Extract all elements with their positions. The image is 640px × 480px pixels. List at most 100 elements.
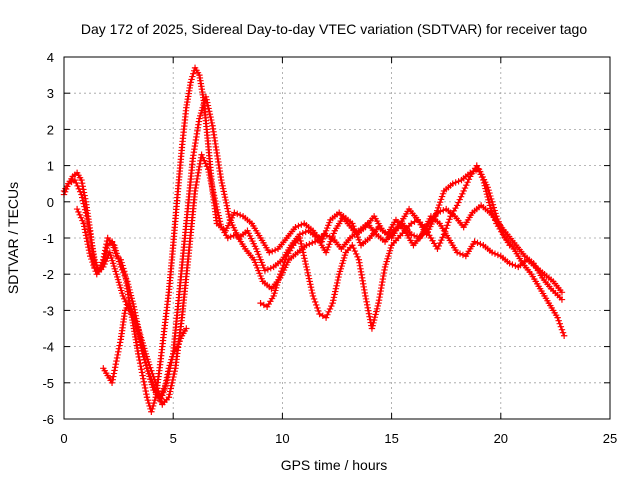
data-point-interp bbox=[140, 375, 147, 382]
data-point-interp bbox=[81, 223, 88, 230]
data-point-interp bbox=[203, 96, 210, 103]
data-point bbox=[320, 231, 328, 238]
data-point-interp bbox=[115, 258, 123, 265]
data-point-interp bbox=[108, 254, 115, 262]
data-point-interp bbox=[461, 184, 469, 192]
data-point-interp bbox=[332, 285, 340, 292]
data-point-interp bbox=[136, 338, 144, 345]
data-point-interp bbox=[74, 182, 81, 190]
data-point-interp bbox=[141, 381, 148, 389]
data-point-interp bbox=[439, 190, 447, 197]
data-point-interp bbox=[435, 242, 442, 250]
data-point-interp bbox=[166, 388, 174, 395]
data-point bbox=[296, 234, 304, 242]
data-point bbox=[434, 209, 441, 216]
data-point-interp bbox=[84, 218, 91, 226]
data-point bbox=[113, 271, 120, 278]
data-point bbox=[100, 263, 107, 271]
data-point-interp bbox=[314, 304, 321, 312]
data-point-interp bbox=[413, 233, 421, 240]
data-point-interp bbox=[115, 345, 123, 352]
data-point-interp bbox=[210, 192, 218, 199]
data-point-interp bbox=[254, 248, 261, 255]
data-point-interp bbox=[351, 225, 358, 233]
data-point-interp bbox=[163, 374, 171, 381]
data-point-interp bbox=[171, 368, 178, 375]
data-point-interp bbox=[308, 286, 315, 294]
data-point-interp bbox=[168, 382, 175, 389]
data-point-interp bbox=[127, 289, 134, 296]
data-point-interp bbox=[271, 246, 279, 254]
data-point bbox=[440, 231, 448, 238]
data-point-interp bbox=[488, 208, 496, 215]
data-point-interp bbox=[309, 289, 316, 297]
data-point-interp bbox=[114, 273, 121, 281]
data-point-interp bbox=[297, 240, 305, 247]
data-point-interp bbox=[275, 276, 282, 283]
data-point-interp bbox=[224, 205, 231, 212]
data-point-interp bbox=[170, 373, 177, 381]
data-point-interp bbox=[225, 211, 232, 218]
data-point-interp bbox=[365, 310, 373, 317]
data-point-interp bbox=[113, 250, 120, 257]
data-point bbox=[309, 292, 317, 300]
data-point-interp bbox=[221, 191, 228, 198]
data-point-interp bbox=[446, 216, 453, 223]
data-point-interp bbox=[436, 199, 444, 206]
data-point bbox=[558, 289, 566, 296]
data-point-interp bbox=[85, 221, 92, 229]
data-point-interp bbox=[90, 261, 97, 269]
data-point-interp bbox=[303, 266, 311, 274]
data-point-interp bbox=[114, 276, 122, 283]
data-point-interp bbox=[307, 281, 314, 288]
data-point-interp bbox=[214, 206, 221, 213]
data-point-interp bbox=[110, 370, 118, 377]
data-point-interp bbox=[369, 322, 376, 329]
data-point-interp bbox=[167, 359, 174, 366]
data-point-interp bbox=[141, 384, 149, 392]
data-point-interp bbox=[255, 251, 262, 258]
data-point-interp bbox=[77, 214, 85, 221]
data-point-interp bbox=[436, 239, 444, 247]
data-point-interp bbox=[115, 255, 122, 263]
data-point bbox=[257, 299, 264, 307]
data-point-interp bbox=[355, 236, 363, 244]
data-point-interp bbox=[385, 252, 392, 260]
data-point-interp bbox=[455, 178, 462, 185]
data-point-interp bbox=[438, 236, 445, 244]
data-point-interp bbox=[75, 208, 82, 216]
data-point-interp bbox=[91, 264, 98, 272]
data-point-interp bbox=[143, 390, 150, 398]
data-point-interp bbox=[149, 378, 156, 386]
data-point-interp bbox=[116, 342, 123, 349]
data-point-interp bbox=[176, 337, 183, 345]
data-point-interp bbox=[210, 189, 217, 196]
data-point-interp bbox=[157, 394, 165, 402]
data-point-interp bbox=[101, 247, 109, 254]
data-point bbox=[252, 245, 260, 253]
data-point-interp bbox=[142, 387, 149, 395]
data-point-interp bbox=[282, 255, 289, 263]
data-point-interp bbox=[127, 302, 134, 310]
data-point-interp bbox=[456, 196, 463, 203]
data-point bbox=[329, 299, 336, 307]
data-point bbox=[165, 394, 173, 401]
data-point-interp bbox=[198, 107, 206, 114]
data-point bbox=[558, 296, 566, 303]
data-point bbox=[78, 176, 85, 184]
data-point bbox=[408, 231, 415, 238]
data-point bbox=[349, 220, 356, 227]
data-point-interp bbox=[489, 211, 497, 218]
data-point-interp bbox=[325, 308, 332, 316]
data-point-interp bbox=[111, 367, 118, 374]
data-point-interp bbox=[111, 265, 118, 272]
y-tick-labels: -6 -5 -4 -3 -2 -1 0 1 2 3 4 bbox=[42, 50, 54, 427]
data-point-interp bbox=[131, 317, 138, 324]
data-point bbox=[266, 249, 273, 256]
data-point-interp bbox=[206, 174, 214, 182]
data-point-interp bbox=[307, 284, 315, 291]
data-point-interp bbox=[128, 295, 135, 302]
data-point-interp bbox=[370, 316, 378, 324]
data-point-interp bbox=[84, 238, 91, 245]
data-point-interp bbox=[81, 226, 89, 233]
